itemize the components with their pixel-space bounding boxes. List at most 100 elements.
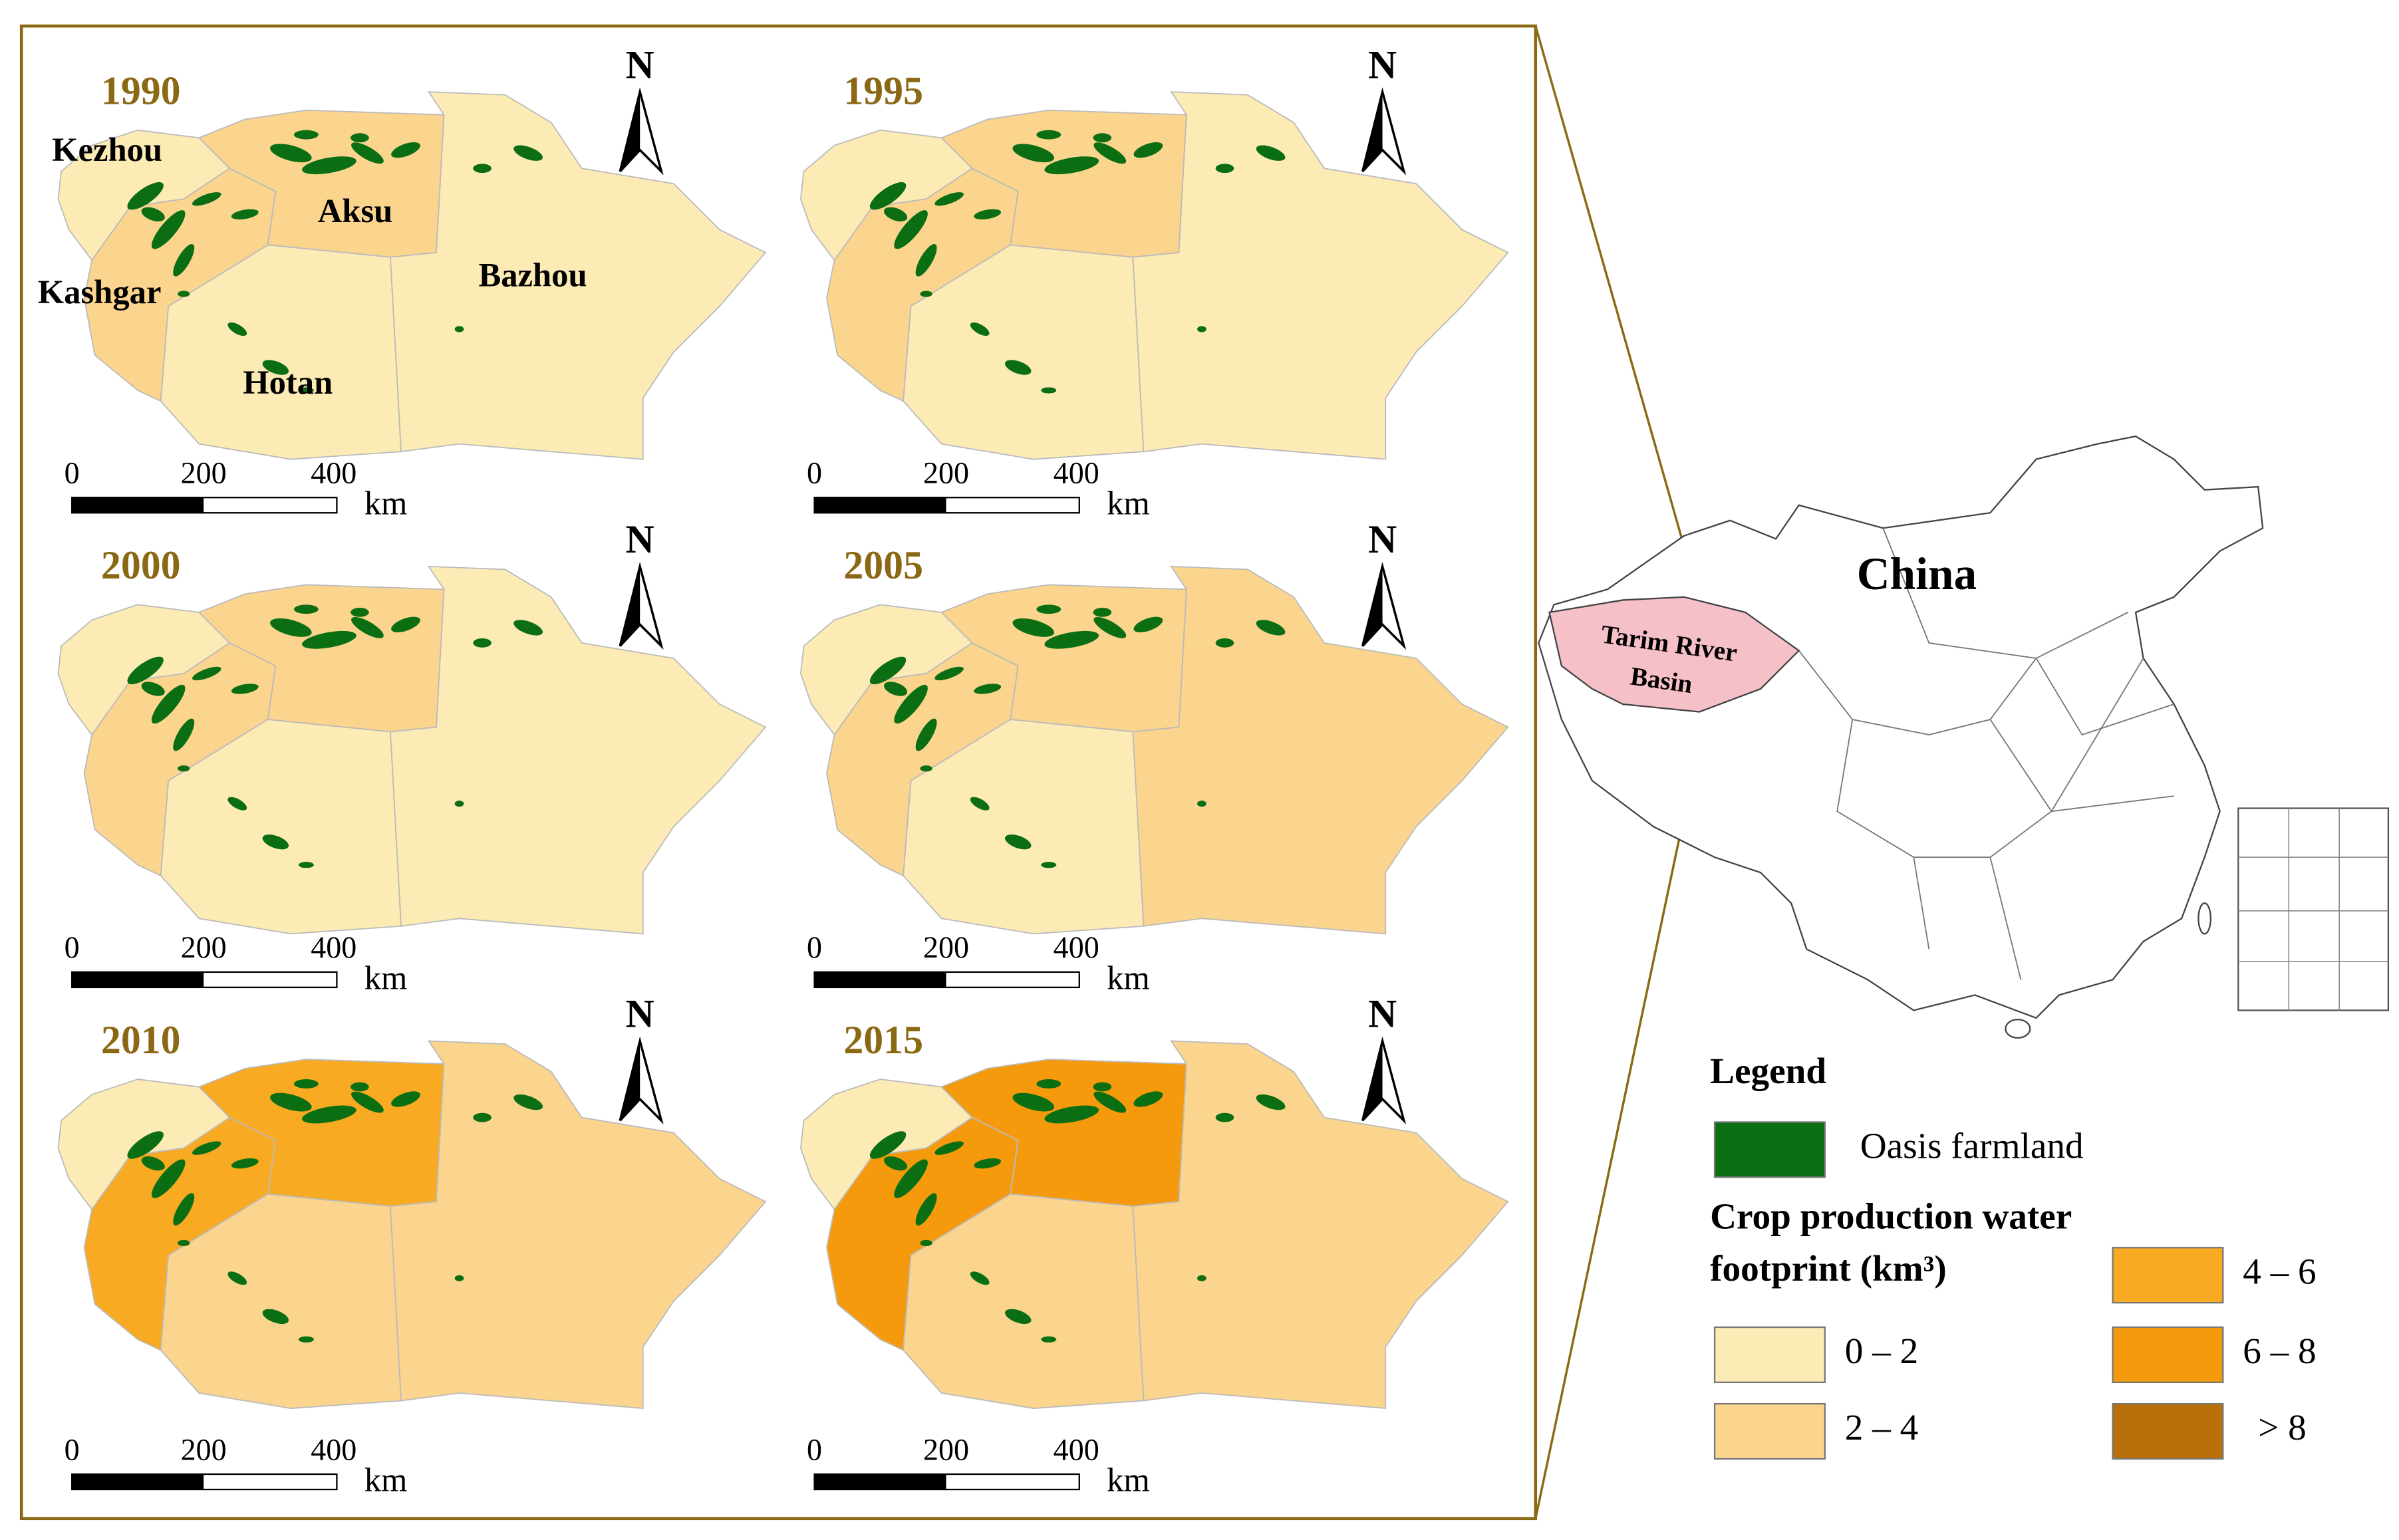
oasis-farmland [178,765,190,772]
year-label: 2000 [101,543,181,587]
oasis-farmland [127,182,164,210]
region [160,244,402,460]
scale-label: 400 [1054,930,1099,964]
legend-subtitle: Crop production water [1710,1196,2072,1237]
oasis-farmland [141,682,165,696]
oasis-farmland [1093,133,1112,143]
oasis-farmland [915,718,937,751]
legend-label: Oasis farmland [1860,1126,2084,1166]
scale-bar-black [814,971,946,987]
oasis-farmland [351,133,369,143]
region [160,1193,402,1409]
oasis-farmland [1256,145,1286,161]
scale-label: 400 [1054,1432,1099,1466]
oasis-farmland [151,210,186,249]
connector [1534,707,1709,1519]
china-inset: China Tarim River Basin [1538,435,2390,1039]
oasis-farmland [178,291,190,297]
oasis-farmland [513,145,543,161]
scale-unit: km [1107,959,1150,996]
scale-label: 0 [807,456,822,490]
scale-bar-black [814,497,946,513]
scale-label: 0 [65,930,80,964]
oasis-farmland [883,1156,908,1171]
oasis-farmland [974,1158,1002,1169]
south-sea-grid [2238,808,2388,1011]
oasis-farmland [173,1193,195,1226]
oasis-farmland [1044,630,1099,649]
oasis-farmland [227,1271,247,1285]
legend-label: > 8 [2258,1407,2307,1448]
region [903,1193,1145,1409]
oasis-farmland [473,1112,492,1122]
oasis-farmland [473,638,492,648]
legend-label: 6 – 8 [2243,1331,2316,1371]
scale-label: 0 [807,1432,822,1466]
scale-unit: km [1107,1461,1150,1498]
oasis-farmland [1041,387,1057,394]
connector [1534,25,1701,600]
oasis-farmland [1041,1336,1057,1343]
region [1132,565,1509,935]
legend-title: Legend [1710,1051,1826,1091]
scale-label: 400 [311,1432,356,1466]
scale-bar-black [814,1474,946,1490]
oasis-farmland [351,607,369,617]
panel-frame [19,24,1538,1521]
scale-label: 400 [311,456,356,490]
oasis-farmland [231,209,259,220]
north-arrow-half [1362,92,1383,172]
oasis-farmland [1133,142,1163,158]
oasis-farmland [231,1158,259,1169]
oasis-farmland [1215,638,1234,648]
legend-swatch [2112,1326,2224,1384]
region-label: Hotan [243,364,333,401]
legend-swatch [1713,1121,1826,1178]
oasis-farmland [1036,130,1061,140]
scale-unit: km [1107,485,1150,522]
oasis-farmland [1197,801,1206,807]
oasis-farmland [920,765,932,772]
oasis-farmland [934,192,964,206]
taiwan [2197,902,2212,935]
oasis-farmland [1012,144,1055,163]
oasis-farmland [270,144,312,163]
oasis-farmland [192,1141,221,1155]
oasis-farmland [351,1091,384,1113]
region [1132,91,1509,460]
scale-unit: km [364,959,408,996]
oasis-farmland [391,616,420,632]
oasis-farmland [1197,1275,1206,1281]
oasis-farmland [883,682,908,696]
oasis-farmland [391,1091,420,1107]
oasis-farmland [141,1156,165,1171]
north-label: N [1368,992,1397,1036]
oasis-farmland [227,322,247,336]
oasis-farmland [1036,604,1061,614]
oasis-farmland [1093,616,1127,638]
scale-label: 200 [923,930,969,964]
year-label: 1990 [101,68,181,112]
oasis-farmland [192,192,221,206]
legend-label: 4 – 6 [2243,1251,2316,1291]
scale-label: 400 [1054,456,1099,490]
oasis-farmland [869,656,907,685]
oasis-farmland [1197,326,1206,332]
oasis-farmland [894,684,928,724]
oasis-farmland [391,142,420,158]
north-arrow-half [1362,1041,1383,1121]
legend-swatch [2112,1402,2224,1460]
oasis-farmland [270,1092,312,1112]
oasis-farmland [934,1141,964,1155]
oasis-farmland [127,1131,164,1159]
oasis-farmland [513,620,543,636]
oasis-farmland [1005,1309,1032,1325]
oasis-farmland [173,718,195,751]
region-label: Bazhou [478,257,587,294]
oasis-farmland [920,1239,932,1246]
